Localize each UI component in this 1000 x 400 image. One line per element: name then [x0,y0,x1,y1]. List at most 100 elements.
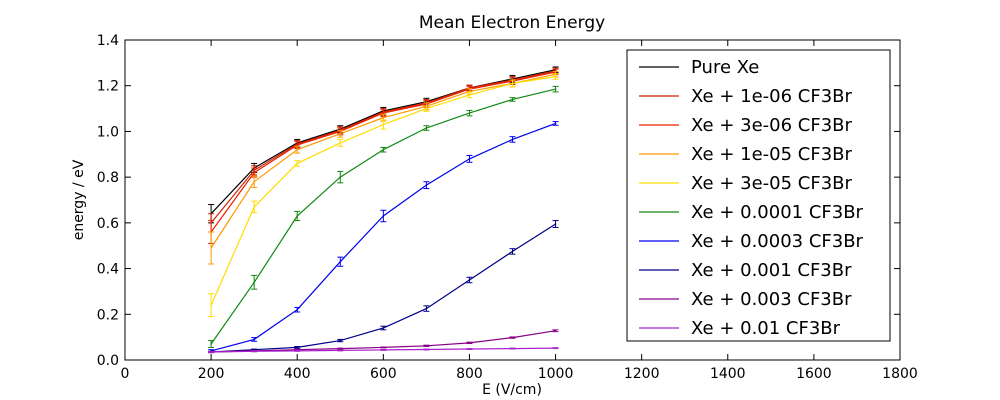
error-bar [380,325,387,331]
legend-label: Xe + 0.001 CF3Br [691,260,852,281]
data-point [511,250,514,253]
error-bar [380,348,387,351]
x-tick-label: 200 [198,366,225,382]
y-tick-label: 1.2 [97,79,119,95]
error-bar [337,349,344,352]
data-point [210,351,212,353]
data-point [425,107,428,110]
x-tick-label: 1800 [882,366,918,382]
data-point [253,206,255,208]
error-bar [380,146,387,153]
error-bar [251,350,258,353]
data-point [253,180,255,183]
error-bar [423,305,430,312]
x-tick-label: 1600 [796,366,832,382]
y-tick-label: 1.0 [97,124,119,140]
legend-box [626,49,891,342]
legend-label: Xe + 1e-05 CF3Br [691,144,852,165]
data-point [382,349,385,351]
data-point [210,343,212,345]
error-bar [294,349,301,352]
legend-label: Xe + 0.01 CF3Br [691,318,841,339]
error-bar [552,121,559,126]
data-point [425,348,428,351]
legend: Pure Xe Xe + 1e-06 CF3Br Xe + 3e-06 CF3Br X… [626,49,891,342]
y-tick-label: 0.4 [97,262,119,278]
error-bar [423,348,430,351]
series-9 [208,347,559,353]
series-7 [208,220,559,354]
legend-item: Xe + 0.003 CF3Br [639,289,852,310]
data-point [468,348,471,350]
data-point [210,247,212,249]
x-tick-label: 800 [456,366,483,382]
error-bar [380,346,387,349]
data-point [339,260,342,263]
data-point [296,148,299,151]
error-bar [509,248,516,255]
data-point [339,142,342,144]
data-point [511,98,514,101]
legend-item: Xe + 0.01 CF3Br [639,318,841,339]
series-line [210,70,556,224]
y-tick-label: 1.4 [97,33,119,49]
data-point [339,132,342,135]
data-point [382,148,385,151]
data-point [468,158,471,160]
legend-label: Xe + 0.003 CF3Br [691,289,852,310]
error-bar [294,306,301,313]
error-bar [509,136,516,143]
legend-item: Xe + 0.001 CF3Br [639,260,852,281]
data-point [382,346,385,349]
error-bar [208,351,215,353]
data-point [554,329,557,332]
y-tick-label: 0.0 [97,353,119,369]
data-point [468,279,471,281]
error-bar [251,274,258,290]
legend-item: Xe + 1e-06 CF3Br [639,86,852,107]
data-point [382,215,385,217]
data-point [296,346,299,349]
data-point [339,349,342,352]
error-bar [509,97,516,102]
data-point [425,307,428,310]
data-point [511,347,514,350]
data-point [511,82,514,85]
error-bar [251,200,258,214]
series-line [210,69,556,215]
plot-frame [124,39,901,361]
data-point [511,138,514,141]
error-bar [208,231,215,265]
data-point [511,336,514,339]
x-tick-label: 1400 [710,366,746,382]
error-bar [337,170,344,184]
error-bar [466,154,473,163]
x-tick-label: 600 [370,366,397,382]
error-bar [509,79,516,88]
y-tick-label: 0.8 [97,170,119,186]
data-point [296,308,299,311]
data-point [382,327,385,329]
data-point [425,127,428,129]
data-point [468,112,471,114]
legend-label: Xe + 3e-06 CF3Br [691,115,852,136]
data-point [253,171,255,174]
data-point [425,184,428,186]
error-bar [466,348,473,350]
error-bar [552,85,559,93]
error-bar [380,209,387,223]
data-point [554,223,557,225]
data-point [339,339,342,342]
data-point [253,350,255,353]
error-bar [380,119,387,130]
plot-area [208,66,559,354]
legend-label: Pure Xe [691,57,759,78]
legend-item: Xe + 0.0001 CF3Br [639,202,864,223]
data-point [382,116,385,119]
y-tick-label: 0.2 [97,307,119,323]
error-bar [337,256,344,267]
error-bar [466,91,473,99]
legend-item: Xe + 3e-05 CF3Br [639,173,852,194]
